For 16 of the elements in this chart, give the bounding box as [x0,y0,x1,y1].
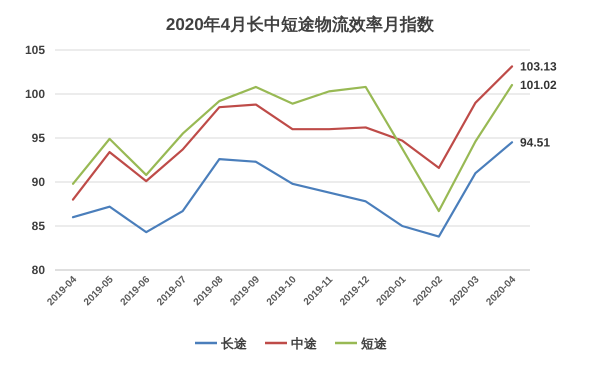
line-series [72,65,514,201]
data-label: 101.02 [520,78,558,92]
data-label: 94.51 [520,135,550,150]
legend-label: 中途 [291,336,318,351]
y-tick-label: 90 [32,175,46,189]
y-tick-label: 100 [24,87,46,101]
y-tick-label: 105 [24,43,46,57]
y-tick-label: 85 [32,219,46,233]
line-series [72,84,514,212]
chart-title: 2020年4月长中短途物流效率月指数 [166,15,436,34]
legend-label: 短途 [360,336,388,351]
legend-label: 长途 [220,336,248,351]
y-tick-label: 95 [32,131,46,145]
data-label: 103.13 [520,59,558,74]
y-tick-label: 80 [32,263,46,277]
line-series [72,141,514,238]
